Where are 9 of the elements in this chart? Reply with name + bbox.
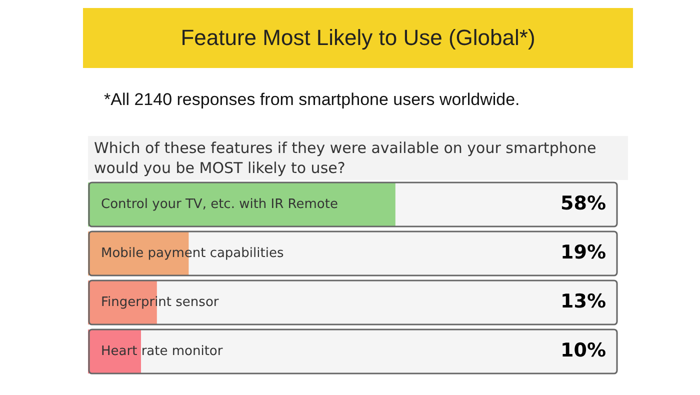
chart-title: Feature Most Likely to Use (Global*) bbox=[180, 25, 536, 51]
chart-subtitle: Which of these features if they were available on your smartphone would you be MOST likely to use? bbox=[88, 136, 628, 180]
y-tick-label: Control your TV, etc. with IR Remote bbox=[101, 196, 338, 212]
data-label: 10% bbox=[560, 339, 606, 362]
text: *All 2140 responses from smartphone users worldwide. bbox=[104, 90, 520, 110]
y-tick-label: Heart rate monitor bbox=[101, 344, 224, 359]
data-label: 58% bbox=[560, 192, 606, 214]
data-label: 19% bbox=[560, 241, 606, 264]
data-label: 13% bbox=[560, 290, 606, 312]
